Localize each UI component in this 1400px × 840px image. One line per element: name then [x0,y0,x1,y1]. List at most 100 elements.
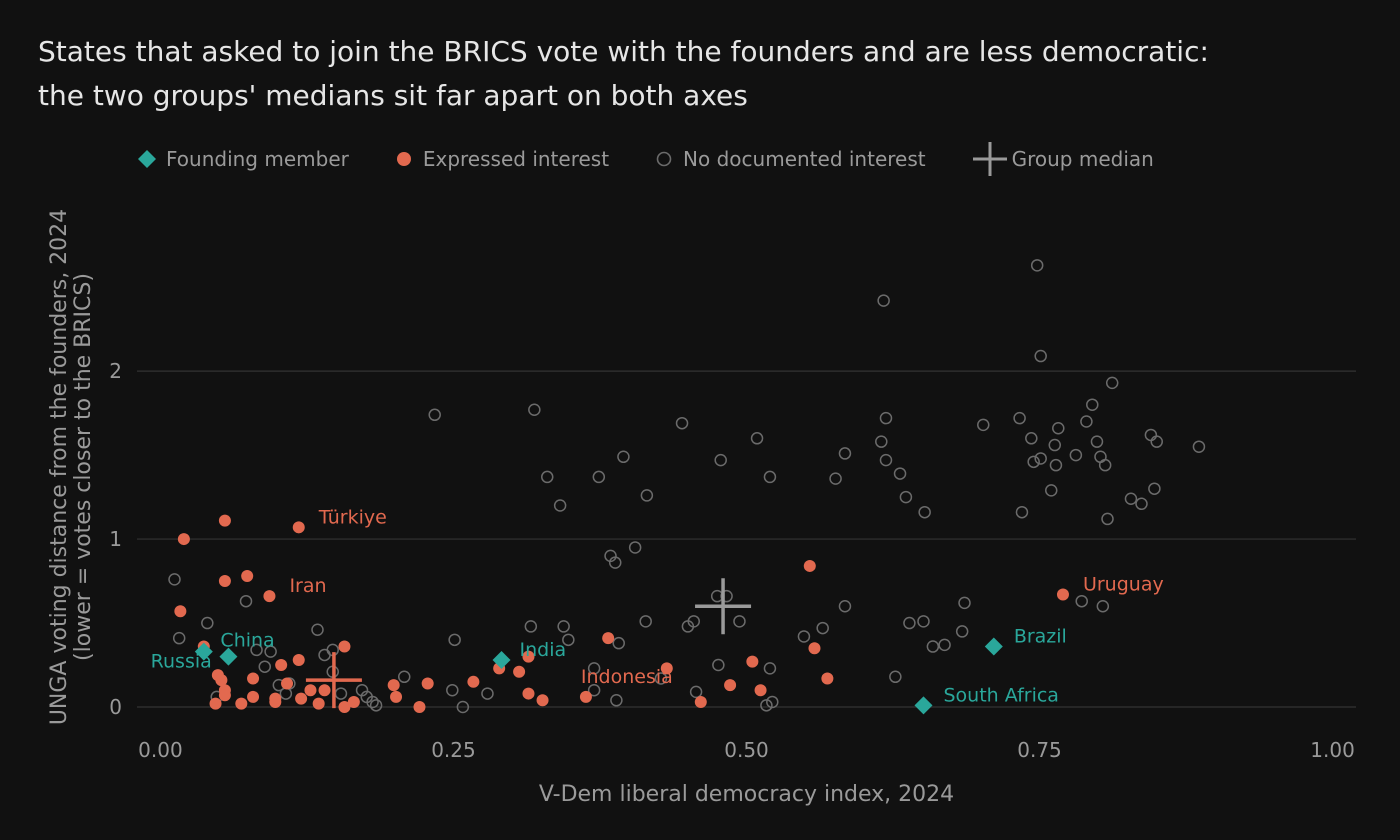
no-interest-point [899,490,913,504]
no-interest-point [587,683,601,697]
interest-point [218,689,231,702]
no-interest-point [1049,458,1063,472]
interest-point [579,690,592,703]
no-interest-point [610,694,623,707]
interest-point [318,684,331,697]
no-interest-point [1094,450,1107,464]
interest-point [295,692,308,705]
interest-point [754,684,767,697]
no-interest-point [172,631,186,645]
no-interest-point [1069,448,1083,462]
no-interest-point [557,620,570,633]
interest-point [821,672,834,685]
legend-label-founding: Founding member [166,147,349,171]
interest-point [421,677,434,690]
interest-point [522,650,535,663]
no-interest-point [528,403,541,417]
dot-icon [396,152,411,166]
no-interest-point [366,695,379,709]
no-interest-point [1101,512,1114,526]
no-interest-point [977,418,990,432]
no-interest-point [311,623,324,637]
founding-point [194,642,213,661]
legend-label-interest: Expressed interest [422,147,610,171]
y-axis-label: UNGA voting distance from the founders, … [47,209,96,725]
ring-icon [656,151,672,167]
y-tick-label: 2 [109,359,122,383]
point-label: Brazil [1014,626,1067,648]
interest-point [724,679,737,692]
no-interest-point [1150,435,1163,448]
founding-point [492,650,511,669]
no-interest-point [675,416,689,430]
interest-point [338,701,351,713]
no-interest-point [893,467,907,480]
point-label: Indonesia [581,666,673,688]
interest-point [387,679,400,692]
no-interest-point [889,670,902,684]
no-interest-point [1124,492,1138,506]
no-interest-point [369,699,383,712]
x-tick-label: 0.25 [431,738,476,762]
y-tick-label: 0 [109,695,122,719]
point-label: South Africa [943,684,1058,706]
no-interest-point [540,470,554,484]
no-interest-point [797,630,811,643]
interest-point [263,590,276,603]
no-interest-point [587,662,601,675]
no-interest-point [1034,452,1047,465]
no-interest-point [838,447,852,460]
interest-point [312,697,325,710]
x-tick-label: 0.75 [1017,738,1062,762]
interest-point [746,655,759,668]
founding-point [219,647,238,666]
chart-title-line-2: the two groups' medians sit far apart on… [38,79,748,112]
no-interest-point [763,470,777,484]
no-interest-point [612,636,625,650]
point-label: Russia [151,651,212,673]
interest-point [292,521,305,534]
no-interest-point [1025,432,1038,445]
point-label: India [520,639,567,661]
no-interest-point [446,683,459,697]
no-interest-point [903,616,916,630]
no-interest-point [553,499,567,512]
no-interest-point [448,633,461,647]
point-label: Türkiye [318,506,387,528]
no-interest-point [654,672,668,685]
interest-point [1056,588,1069,601]
legend-item-median: Group median [970,139,1154,179]
cross-icon [972,142,1007,176]
interest-point [347,695,360,708]
no-interest-point [168,573,181,586]
legend-item-none: No documented interest [653,147,926,171]
legend-item-founding: Founding member [136,147,349,171]
interest-point [803,559,816,572]
no-interest-point [1013,411,1026,425]
interest-point [413,701,426,713]
no-interest-points [168,259,1206,714]
y-axis-label-line: (lower = votes closer to the BRICS) [71,273,96,661]
no-interest-point [481,687,494,700]
no-interest-point [720,589,733,603]
x-tick-label: 1.00 [1310,738,1355,762]
interest-point [235,697,248,710]
y-axis-label-line: UNGA voting distance from the founders, … [47,209,72,725]
no-interest-point [318,648,331,662]
no-interest-point [1052,421,1065,435]
no-interest-point [1030,259,1044,272]
no-interest-point [712,658,725,672]
no-interest-point [1135,497,1148,511]
no-interest-point [1090,435,1104,448]
no-interest-point [879,411,893,425]
point-label: China [220,630,274,652]
interest-point [304,684,317,697]
x-axis-label: V-Dem liberal democracy index, 2024 [539,782,954,807]
no-interest-point [687,615,701,628]
diamond-icon [138,150,156,168]
chart-title: States that asked to join the BRICS vote… [38,30,1368,118]
interest-point [390,690,403,703]
no-interest-point [201,616,214,630]
no-interest-point [816,621,829,635]
